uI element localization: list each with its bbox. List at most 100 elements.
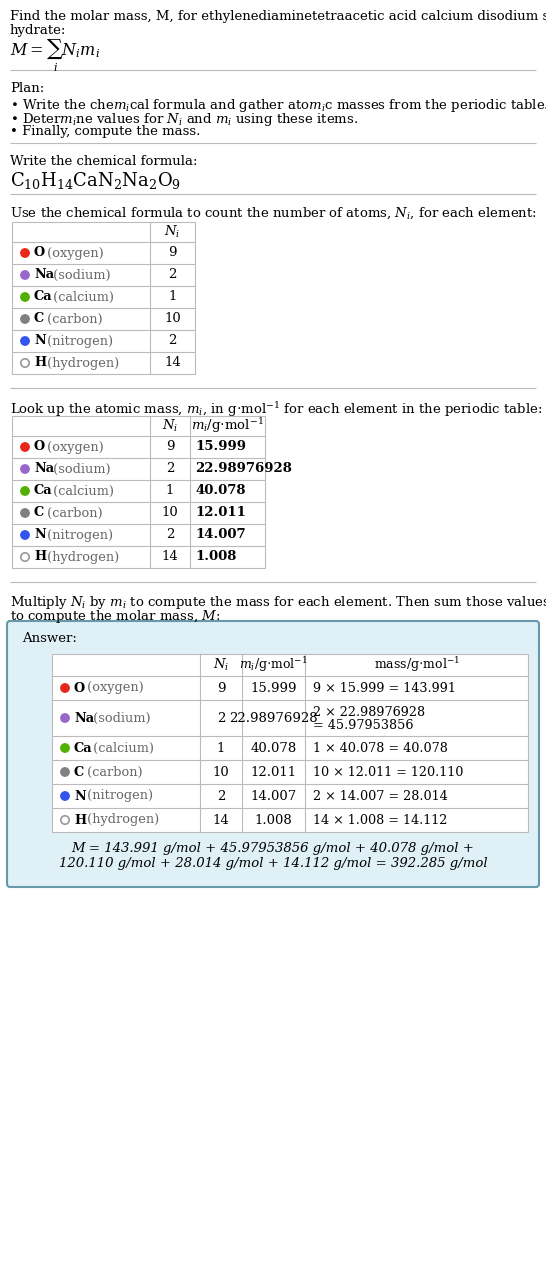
Text: 2 × 22.98976928: 2 × 22.98976928 [313, 706, 425, 719]
Text: 2: 2 [166, 463, 174, 476]
Text: 2: 2 [217, 711, 225, 725]
Text: 10: 10 [162, 506, 179, 519]
Text: (nitrogen): (nitrogen) [43, 335, 113, 347]
Text: 2 × 14.007 = 28.014: 2 × 14.007 = 28.014 [313, 790, 448, 803]
Text: hydrate:: hydrate: [10, 24, 67, 37]
Text: Ca: Ca [74, 742, 93, 754]
Circle shape [21, 553, 29, 561]
Text: = 45.97953856: = 45.97953856 [313, 720, 413, 733]
Text: 10: 10 [164, 313, 181, 326]
Text: 1: 1 [168, 290, 177, 304]
Text: $N_i$: $N_i$ [213, 656, 229, 673]
Text: to compute the molar mass, $M$:: to compute the molar mass, $M$: [10, 608, 220, 625]
Text: (hydrogen): (hydrogen) [43, 356, 119, 369]
Text: 9: 9 [168, 247, 177, 259]
Text: • Finally, compute the mass.: • Finally, compute the mass. [10, 125, 200, 137]
Text: Ca: Ca [34, 290, 52, 304]
Circle shape [21, 293, 29, 301]
Text: 15.999: 15.999 [195, 440, 246, 454]
Bar [12, 416, 265, 569]
Text: H: H [34, 551, 46, 563]
Circle shape [21, 359, 29, 368]
Text: M = 143.991 g/mol + 45.97953856 g/mol + 40.078 g/mol +: M = 143.991 g/mol + 45.97953856 g/mol + … [72, 842, 474, 855]
Text: (oxygen): (oxygen) [43, 440, 104, 454]
Circle shape [21, 530, 29, 539]
Text: Look up the atomic mass, $m_i$, in g$\cdot$mol$^{-1}$ for each element in the pe: Look up the atomic mass, $m_i$, in g$\cd… [10, 399, 543, 418]
Text: 2: 2 [168, 268, 177, 281]
Text: 120.110 g/mol + 28.014 g/mol + 14.112 g/mol = 392.285 g/mol: 120.110 g/mol + 28.014 g/mol + 14.112 g/… [58, 857, 488, 870]
Text: Plan:: Plan: [10, 81, 44, 95]
Text: (hydrogen): (hydrogen) [83, 814, 159, 827]
Text: 1 × 40.078 = 40.078: 1 × 40.078 = 40.078 [313, 742, 448, 754]
Text: 1.008: 1.008 [254, 814, 292, 827]
Text: Na: Na [34, 463, 54, 476]
Text: 1.008: 1.008 [195, 551, 236, 563]
Text: N: N [74, 790, 86, 803]
Text: Multiply $N_i$ by $m_i$ to compute the mass for each element. Then sum those val: Multiply $N_i$ by $m_i$ to compute the m… [10, 594, 546, 611]
Circle shape [61, 815, 69, 824]
Text: $\mathrm{C_{10}H_{14}CaN_2Na_2O_9}$: $\mathrm{C_{10}H_{14}CaN_2Na_2O_9}$ [10, 170, 181, 191]
Text: 12.011: 12.011 [251, 766, 296, 778]
Text: 14.007: 14.007 [195, 528, 246, 542]
Text: C: C [34, 313, 44, 326]
Text: $N_i$: $N_i$ [162, 418, 178, 434]
Text: $m_i$/g$\cdot$mol$^{-1}$: $m_i$/g$\cdot$mol$^{-1}$ [191, 416, 264, 435]
Circle shape [61, 815, 69, 824]
Text: Ca: Ca [34, 485, 52, 497]
Text: (sodium): (sodium) [49, 463, 111, 476]
Text: Na: Na [34, 268, 54, 281]
Text: H: H [34, 356, 46, 369]
Text: Na: Na [74, 711, 94, 725]
Text: (sodium): (sodium) [89, 711, 151, 725]
Text: (nitrogen): (nitrogen) [43, 528, 113, 542]
Text: C: C [74, 766, 84, 778]
Text: O: O [34, 247, 45, 259]
Text: 1: 1 [166, 485, 174, 497]
Circle shape [61, 684, 69, 692]
Text: Find the molar mass, M, for ethylenediaminetetraacetic acid calcium disodium sal: Find the molar mass, M, for ethylenediam… [10, 10, 546, 23]
Text: 10: 10 [212, 766, 229, 778]
Circle shape [61, 791, 69, 800]
Text: (calcium): (calcium) [89, 742, 154, 754]
Circle shape [21, 337, 29, 345]
Text: 40.078: 40.078 [251, 742, 296, 754]
Text: 14: 14 [162, 551, 179, 563]
Bar [12, 223, 195, 374]
Text: 12.011: 12.011 [195, 506, 246, 519]
Text: (carbon): (carbon) [43, 506, 103, 519]
Text: 2: 2 [168, 335, 177, 347]
Text: mass/g$\cdot$mol$^{-1}$: mass/g$\cdot$mol$^{-1}$ [373, 655, 459, 674]
Text: 9: 9 [166, 440, 174, 454]
Text: Write the chemical formula:: Write the chemical formula: [10, 155, 198, 168]
Text: $N_i$: $N_i$ [164, 224, 181, 240]
Bar [52, 654, 528, 832]
Text: (calcium): (calcium) [49, 290, 114, 304]
Circle shape [61, 744, 69, 752]
Text: (carbon): (carbon) [83, 766, 143, 778]
Circle shape [21, 464, 29, 473]
Text: 40.078: 40.078 [195, 485, 246, 497]
Text: Answer:: Answer: [22, 632, 77, 645]
Text: (nitrogen): (nitrogen) [83, 790, 153, 803]
Text: 22.98976928: 22.98976928 [229, 711, 318, 725]
FancyBboxPatch shape [7, 621, 539, 887]
Text: O: O [34, 440, 45, 454]
Text: 1: 1 [217, 742, 225, 754]
Text: 14.007: 14.007 [251, 790, 296, 803]
Text: $M = \sum_i N_i m_i$: $M = \sum_i N_i m_i$ [10, 38, 100, 74]
Text: (calcium): (calcium) [49, 485, 114, 497]
Text: 14: 14 [164, 356, 181, 369]
Text: 2: 2 [217, 790, 225, 803]
Text: 14: 14 [212, 814, 229, 827]
Circle shape [21, 314, 29, 323]
Text: 22.98976928: 22.98976928 [195, 463, 292, 476]
Text: N: N [34, 335, 46, 347]
Circle shape [61, 714, 69, 722]
Text: • Write the che$m_i$cal formula and gather ato$m_i$c masses from the periodic ta: • Write the che$m_i$cal formula and gath… [10, 97, 546, 114]
Text: 9: 9 [217, 682, 225, 695]
Text: 10 × 12.011 = 120.110: 10 × 12.011 = 120.110 [313, 766, 464, 778]
Circle shape [21, 249, 29, 257]
Text: (carbon): (carbon) [43, 313, 103, 326]
Circle shape [21, 553, 29, 561]
Circle shape [21, 443, 29, 452]
